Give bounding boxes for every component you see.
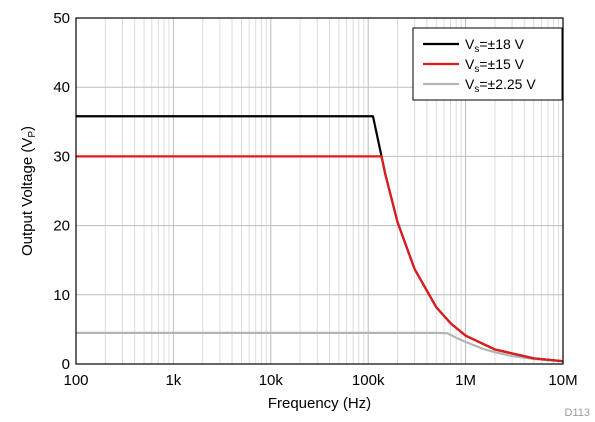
y-tick-label: 10 xyxy=(53,287,70,304)
legend-label-suffix: =±15 V xyxy=(479,56,524,72)
y-axis-ticks: 0 10 20 30 40 50 xyxy=(53,10,70,373)
series-lines xyxy=(76,115,564,363)
legend-label-prefix: V xyxy=(465,36,475,52)
y-axis-label-subscript: P xyxy=(27,131,38,138)
y-axis-label-close: ) xyxy=(19,126,36,131)
legend-label-suffix: =±18 V xyxy=(479,36,524,52)
x-axis-label: Frequency (Hz) xyxy=(268,395,371,412)
y-tick-label: 0 xyxy=(62,356,70,373)
y-tick-label: 50 xyxy=(53,10,70,27)
x-tick-label: 100k xyxy=(352,372,385,389)
legend-entry: Vs=±2.25 V xyxy=(465,76,536,95)
y-axis-label-main: Output Voltage (V xyxy=(19,138,36,256)
legend-label-subscript: s xyxy=(474,84,479,95)
series-line xyxy=(76,331,564,363)
series-line xyxy=(76,155,564,363)
legend-label-subscript: s xyxy=(474,44,479,55)
minor-gridlines xyxy=(104,18,560,364)
series-line xyxy=(76,115,564,363)
legend: Vs=±18 VVs=±15 VVs=±2.25 V xyxy=(412,27,563,101)
y-tick-label: 20 xyxy=(53,218,70,235)
x-axis-ticks: 100 1k 10k 100k 1M 10M xyxy=(63,372,577,389)
legend-label-prefix: V xyxy=(465,56,475,72)
legend-label-suffix: =±2.25 V xyxy=(479,76,536,92)
x-tick-label: 1M xyxy=(455,372,476,389)
plot-frame xyxy=(75,17,564,365)
x-tick-label: 100 xyxy=(63,372,88,389)
y-tick-label: 30 xyxy=(53,148,70,165)
figure-id: D113 xyxy=(565,407,590,419)
y-tick-label: 40 xyxy=(53,79,70,96)
legend-label-prefix: V xyxy=(465,76,475,92)
x-tick-label: 10M xyxy=(548,372,577,389)
x-tick-label: 10k xyxy=(259,372,284,389)
legend-entry: Vs=±18 V xyxy=(465,36,525,55)
legend-label-subscript: s xyxy=(474,64,479,75)
x-tick-label: 1k xyxy=(165,372,181,389)
legend-entry: Vs=±15 V xyxy=(465,56,525,75)
y-axis-label: Output Voltage (VP) xyxy=(19,126,38,256)
